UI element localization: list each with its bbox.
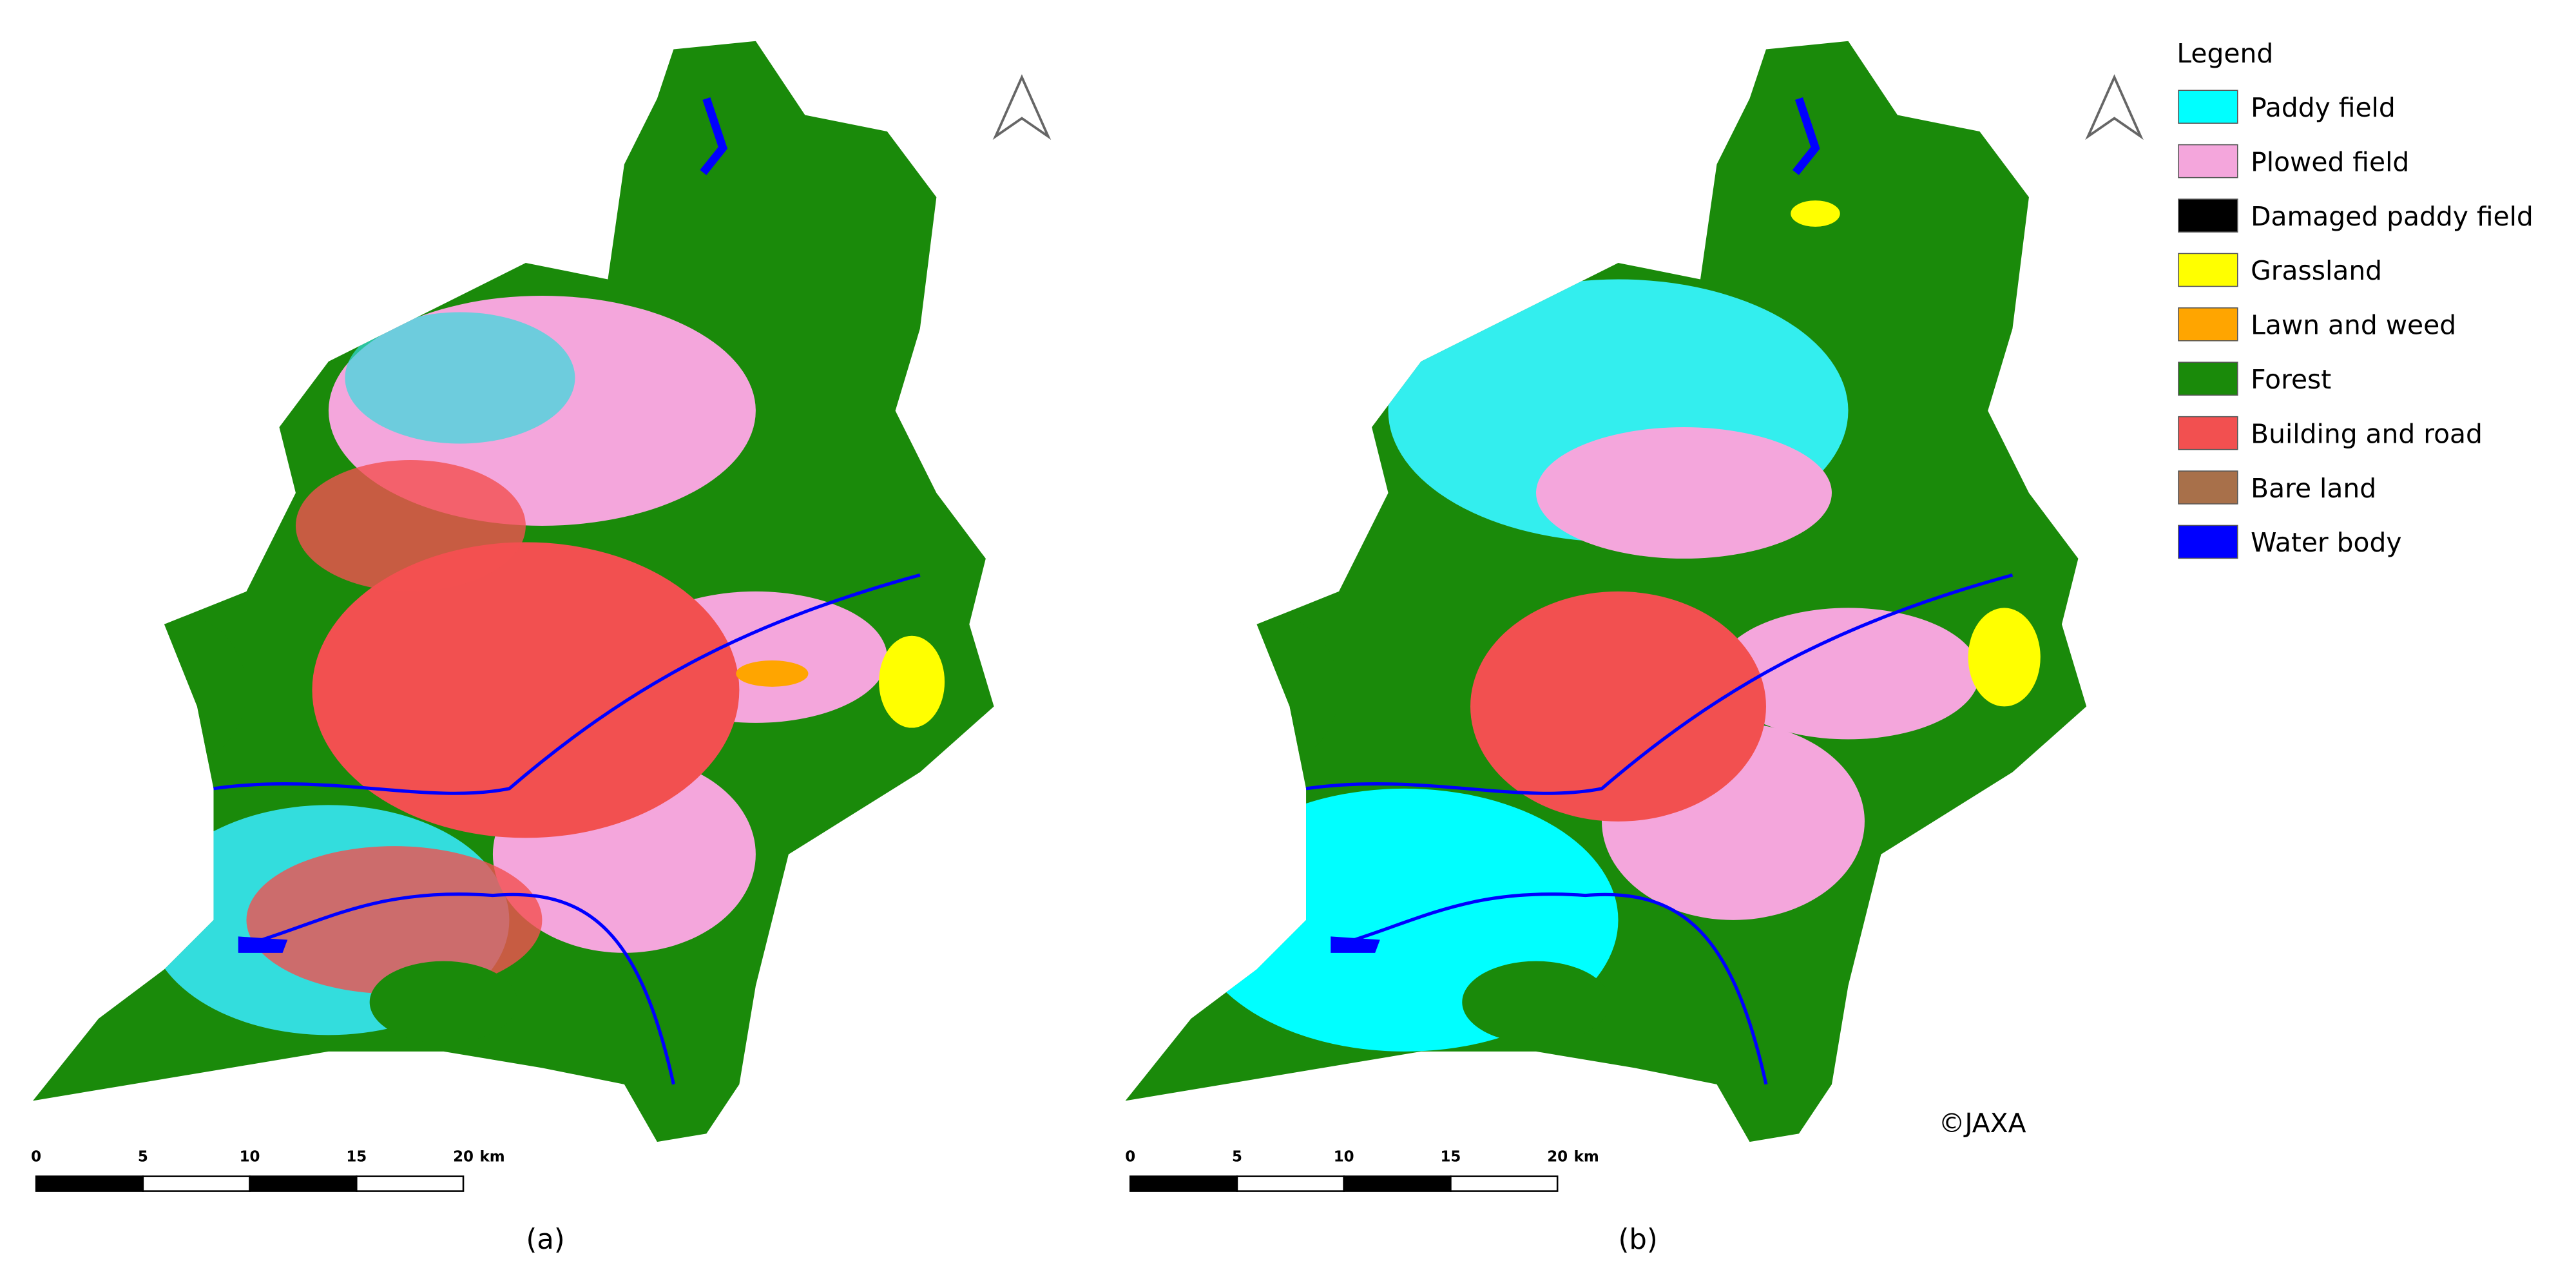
scale-unit: km (480, 1149, 505, 1166)
scale-bar-segment (1236, 1175, 1345, 1192)
map-a (32, 41, 994, 1142)
scale-bar-segment (1343, 1175, 1452, 1192)
scale-label: 0 (1125, 1149, 1135, 1166)
legend-swatch (2178, 90, 2238, 124)
legend-swatch (2178, 470, 2238, 505)
legend-swatch (2178, 361, 2238, 396)
scale-label: 20 (453, 1149, 474, 1166)
scale-bar-segment (35, 1175, 144, 1192)
legend-label: Plowed field (2251, 146, 2409, 177)
scale-bar-segment (142, 1175, 251, 1192)
scale-label: 15 (346, 1149, 367, 1166)
legend-title: Legend (2177, 38, 2273, 69)
credit: ©JAXA (1939, 1108, 2026, 1139)
legend-swatch (2178, 144, 2238, 178)
scale-bar-segment (1450, 1175, 1559, 1192)
scale-bar-segment (249, 1175, 358, 1192)
legend-label: Paddy field (2251, 92, 2396, 123)
legend-label: Grassland (2251, 255, 2382, 286)
scale-bar-segment (1129, 1175, 1238, 1192)
legend-swatch (2178, 524, 2238, 559)
legend-label: Lawn and weed (2251, 310, 2456, 341)
legend-swatch (2178, 253, 2238, 287)
legend-swatch (2178, 198, 2238, 233)
scale-label: 15 (1440, 1149, 1461, 1166)
scale-label: 20 (1547, 1149, 1568, 1166)
map-b (1125, 41, 2087, 1142)
legend-swatch (2178, 307, 2238, 342)
panel-label: (a) (526, 1224, 564, 1256)
north-arrow (2085, 74, 2144, 140)
scale-bar-segment (356, 1175, 465, 1192)
scale-unit: km (1574, 1149, 1599, 1166)
scale-label: 10 (240, 1149, 260, 1166)
scale-label: 10 (1334, 1149, 1354, 1166)
legend-label: Forest (2251, 364, 2331, 395)
legend-swatch (2178, 416, 2238, 450)
north-arrow (992, 74, 1052, 140)
scale-label: 0 (31, 1149, 41, 1166)
panel-label: (b) (1618, 1224, 1657, 1256)
legend-label: Damaged paddy field (2251, 201, 2533, 232)
legend-label: Water body (2251, 527, 2401, 558)
legend-label: Bare land (2251, 473, 2376, 504)
legend-label: Building and road (2251, 418, 2483, 449)
scale-label: 5 (138, 1149, 148, 1166)
scale-label: 5 (1232, 1149, 1242, 1166)
